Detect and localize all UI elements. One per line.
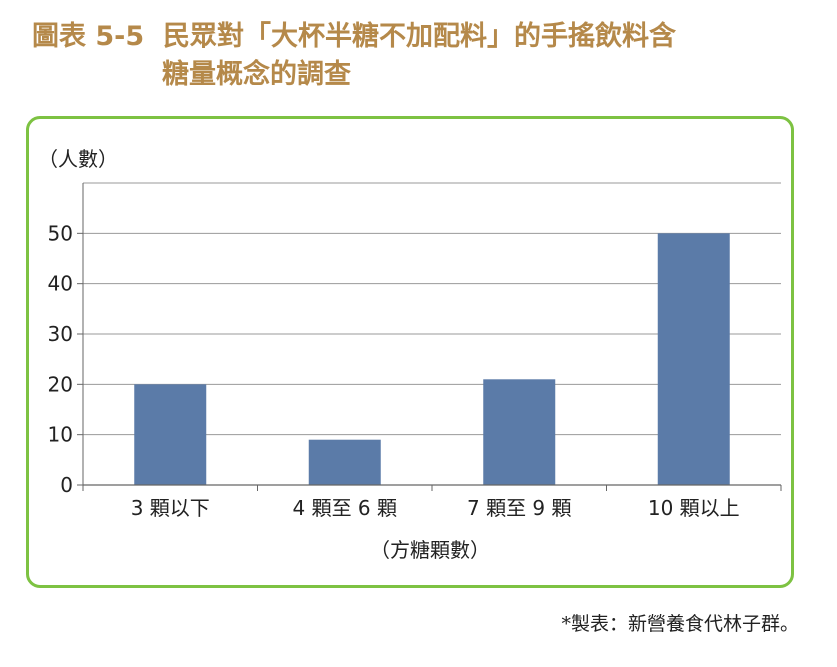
title-line2: 糖量概念的調查 xyxy=(162,59,351,90)
title-line1: 民眾對「大杯半糖不加配料」的手搖飲料含 xyxy=(163,21,676,52)
x-tick-labels: 3 顆以下 4 顆至 6 顆 7 顆至 9 顆 10 顆以上 xyxy=(131,496,740,520)
bar xyxy=(657,233,730,485)
chart-title: 圖表 5-5 民眾對「大杯半糖不加配料」的手搖飲料含 糖量概念的調查 xyxy=(32,18,676,94)
bar xyxy=(308,439,381,485)
bars xyxy=(134,233,730,485)
chart-frame xyxy=(26,116,794,588)
x-tick-label: 7 顆至 9 顆 xyxy=(467,496,572,520)
bar xyxy=(483,379,556,485)
x-axis-label: （方糖顆數） xyxy=(370,538,490,562)
x-tick-label: 3 顆以下 xyxy=(131,496,210,520)
x-tick-label: 4 顆至 6 顆 xyxy=(292,496,397,520)
y-axis-label: （人數） xyxy=(38,147,118,171)
y-tick-label: 20 xyxy=(48,372,73,396)
y-tick-label: 10 xyxy=(48,423,73,447)
source-credit: *製表：新營養食代林子群。 xyxy=(561,613,799,635)
title-prefix: 圖表 5-5 xyxy=(32,21,145,52)
y-tick-label: 40 xyxy=(48,272,73,296)
y-tick-label: 50 xyxy=(48,221,73,245)
y-tick-label: 0 xyxy=(60,473,73,497)
y-tick-labels: 0 10 20 30 40 50 xyxy=(48,221,83,497)
bar xyxy=(134,384,207,485)
x-tick-label: 10 顆以上 xyxy=(648,496,740,520)
y-tick-label: 30 xyxy=(48,322,73,346)
